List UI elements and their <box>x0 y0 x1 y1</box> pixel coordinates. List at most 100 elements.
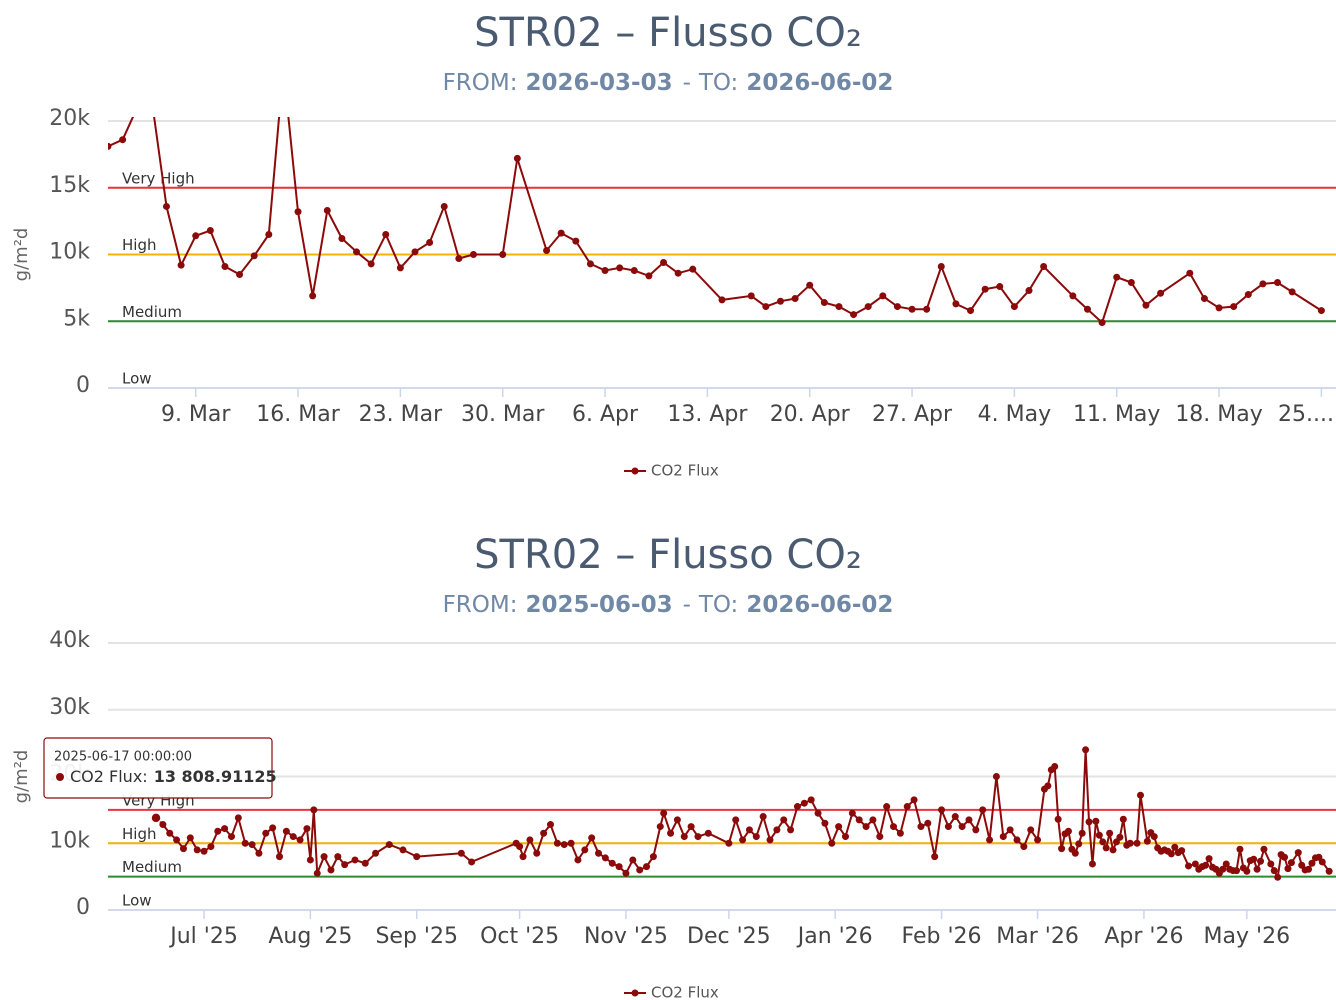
data-point <box>800 799 808 807</box>
data-point <box>1253 865 1261 873</box>
threshold-label: Medium <box>122 303 182 321</box>
data-point <box>893 303 901 311</box>
data-point <box>574 856 582 864</box>
data-point <box>294 208 302 216</box>
data-point <box>890 823 898 831</box>
data-point <box>835 303 843 311</box>
y-axis-label: g/m²d <box>11 750 32 804</box>
tooltip-symbol <box>56 773 64 781</box>
data-point <box>903 803 911 811</box>
data-point <box>1106 829 1114 837</box>
data-point <box>869 816 877 824</box>
data-point <box>309 292 317 300</box>
subtitle-part: 2026-06-02 <box>746 70 893 96</box>
x-tick-label: 30. Mar <box>461 402 545 427</box>
data-point <box>1127 279 1135 287</box>
data-point <box>674 269 682 277</box>
data-point <box>1243 867 1251 875</box>
data-point <box>255 849 263 857</box>
data-point <box>1222 860 1230 868</box>
tooltip-text: CO2 Flux: 13 808.91125 <box>70 767 277 786</box>
data-point <box>303 825 311 833</box>
threshold-label: Low <box>122 892 152 910</box>
x-tick-label: May '26 <box>1204 924 1291 949</box>
data-point <box>649 853 657 861</box>
data-point <box>595 849 603 857</box>
data-point <box>883 803 891 811</box>
data-point <box>694 833 702 841</box>
data-point <box>1200 295 1208 303</box>
data-point <box>1294 849 1302 857</box>
threshold-label: Medium <box>122 858 182 876</box>
data-point <box>1259 280 1267 288</box>
data-point <box>207 843 215 851</box>
data-point <box>586 260 594 268</box>
hover-point <box>150 812 162 824</box>
subtitle-part: TO: <box>698 70 739 96</box>
data-point <box>879 292 887 300</box>
data-point <box>996 283 1004 291</box>
data-point <box>820 299 828 307</box>
data-point <box>1010 303 1018 311</box>
data-point <box>382 230 390 238</box>
data-point <box>1284 865 1292 873</box>
data-point <box>807 796 815 804</box>
data-point <box>134 104 141 111</box>
data-point <box>327 866 335 874</box>
data-point <box>1119 815 1127 823</box>
data-point <box>162 202 170 210</box>
data-point <box>1078 829 1086 837</box>
data-point <box>759 813 767 821</box>
data-point <box>457 849 465 857</box>
data-point <box>910 796 918 804</box>
data-point <box>1054 815 1062 823</box>
data-point <box>1083 305 1091 313</box>
data-point <box>581 846 589 854</box>
data-point <box>780 816 788 824</box>
data-point <box>499 251 507 258</box>
legend-label: CO2 Flux <box>651 462 719 480</box>
data-point <box>986 836 994 844</box>
legend-symbol <box>631 467 639 475</box>
data-point <box>280 64 287 71</box>
data-point <box>1325 867 1333 875</box>
data-point <box>645 272 653 280</box>
data-point <box>828 839 836 847</box>
data-point <box>660 259 668 267</box>
data-point <box>979 806 987 814</box>
data-point <box>265 230 273 238</box>
data-point <box>862 823 870 831</box>
data-point <box>426 238 434 246</box>
data-point <box>192 232 200 240</box>
data-point <box>739 836 747 844</box>
data-point <box>411 248 419 256</box>
y-tick-label: 5k <box>63 306 90 331</box>
data-point <box>1088 860 1096 868</box>
subtitle-part: 2025-06-03 <box>525 592 672 618</box>
data-point <box>1167 850 1175 858</box>
data-point <box>588 834 596 842</box>
data-point <box>1281 853 1289 861</box>
data-point <box>896 829 904 837</box>
data-point <box>221 263 229 271</box>
data-point <box>1085 818 1093 826</box>
data-point <box>787 826 795 834</box>
x-tick-label: Dec '25 <box>687 924 771 949</box>
data-point <box>1020 843 1028 851</box>
data-point <box>306 856 314 864</box>
data-point <box>1274 279 1282 287</box>
data-point <box>776 297 784 305</box>
data-point <box>148 97 155 104</box>
data-point <box>236 271 244 279</box>
data-point <box>923 305 931 313</box>
x-tick-label: 25.... <box>1278 402 1334 427</box>
data-point <box>660 809 668 817</box>
data-point <box>601 267 609 275</box>
y-tick-label: 20k <box>49 106 90 131</box>
data-point <box>361 859 369 867</box>
data-point <box>206 226 214 234</box>
data-point <box>938 806 946 814</box>
data-point <box>615 863 623 871</box>
data-point <box>952 300 960 308</box>
data-point <box>1044 782 1052 790</box>
